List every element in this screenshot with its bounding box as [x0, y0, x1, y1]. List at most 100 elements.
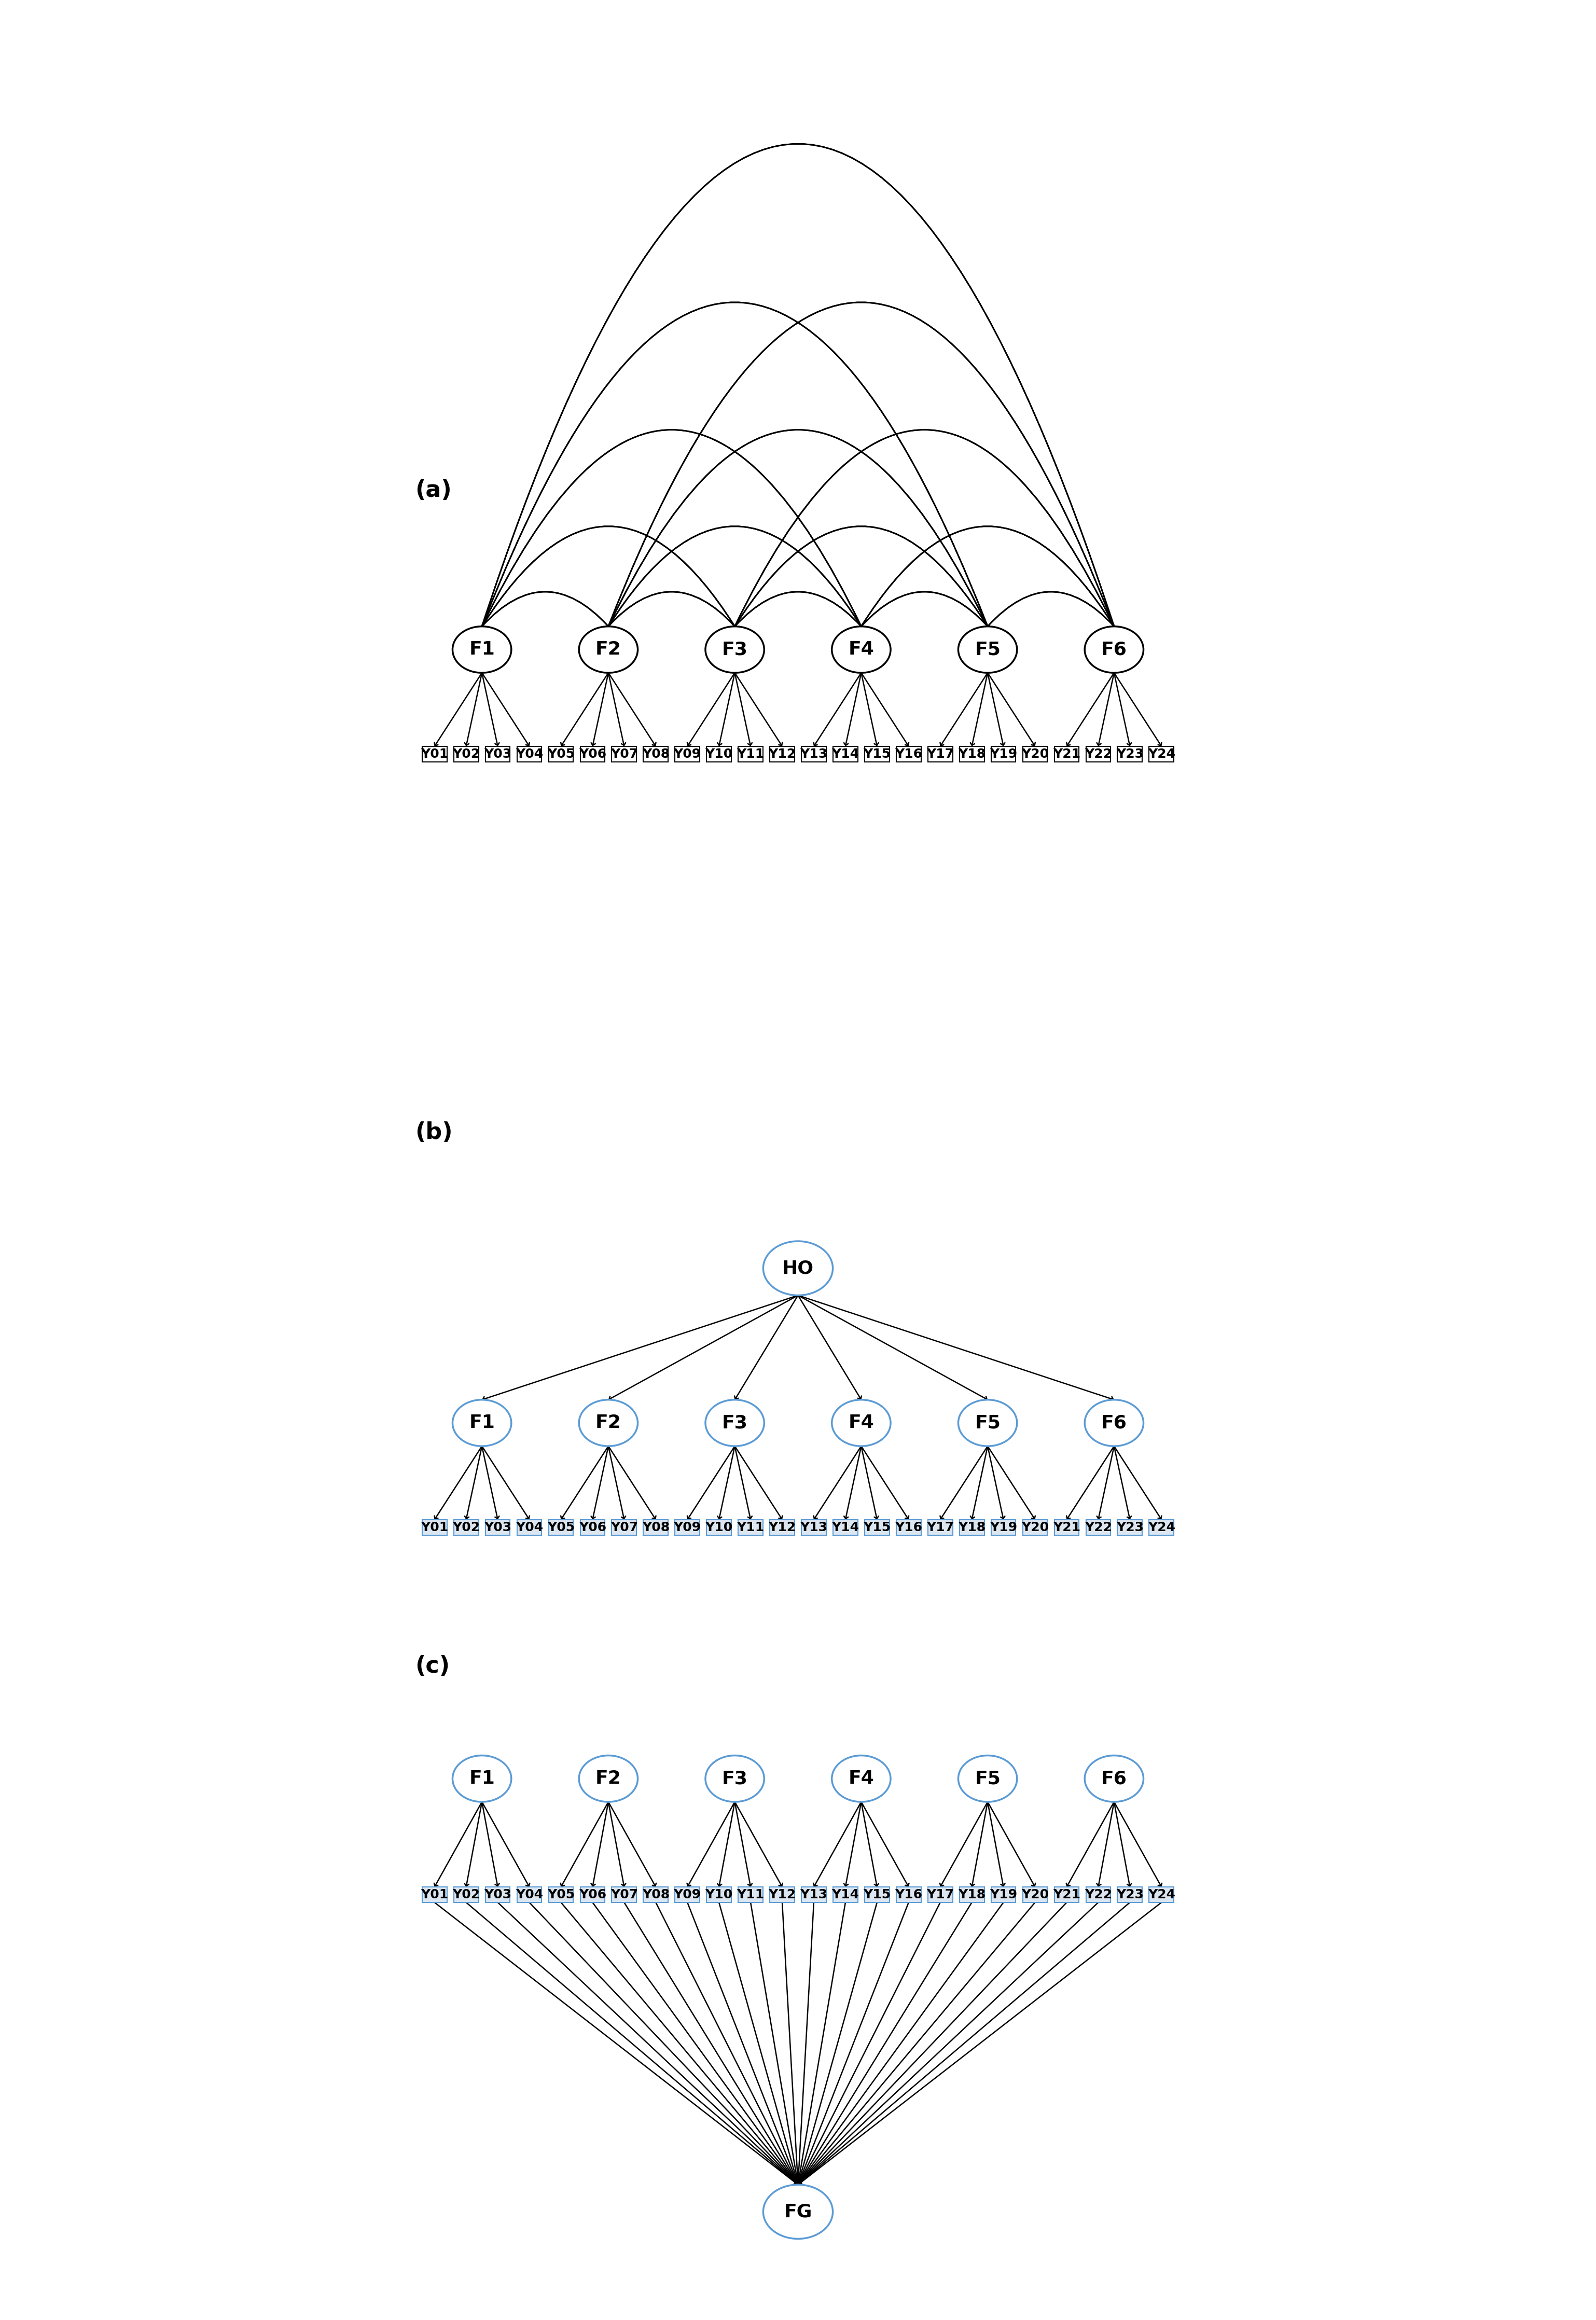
Text: Y06: Y06	[579, 747, 606, 761]
Text: Y20: Y20	[1021, 1888, 1049, 1900]
Text: HO: HO	[782, 1260, 814, 1276]
Text: Y11: Y11	[737, 1888, 764, 1900]
Ellipse shape	[579, 1399, 638, 1445]
Ellipse shape	[1085, 1756, 1143, 1803]
FancyBboxPatch shape	[675, 1886, 699, 1902]
Text: F1: F1	[469, 640, 495, 659]
Text: Y21: Y21	[1053, 1888, 1080, 1900]
Text: F5: F5	[975, 640, 1001, 659]
Text: Y24: Y24	[1148, 747, 1175, 761]
FancyArrowPatch shape	[608, 302, 1114, 626]
FancyBboxPatch shape	[549, 1886, 573, 1902]
Ellipse shape	[579, 626, 638, 673]
FancyBboxPatch shape	[1085, 1520, 1111, 1536]
FancyBboxPatch shape	[517, 1520, 541, 1536]
FancyBboxPatch shape	[739, 1520, 763, 1536]
Text: Y11: Y11	[737, 1522, 764, 1534]
Text: Y07: Y07	[610, 1888, 638, 1900]
Text: Y03: Y03	[484, 1888, 511, 1900]
Text: Y17: Y17	[926, 1522, 954, 1534]
FancyArrowPatch shape	[482, 527, 734, 626]
FancyBboxPatch shape	[517, 747, 541, 761]
Text: Y02: Y02	[452, 1888, 480, 1900]
Text: F3: F3	[721, 640, 747, 659]
FancyBboxPatch shape	[959, 1886, 985, 1902]
FancyBboxPatch shape	[927, 1520, 953, 1536]
FancyBboxPatch shape	[1023, 1886, 1047, 1902]
FancyBboxPatch shape	[643, 1520, 669, 1536]
FancyBboxPatch shape	[453, 1886, 479, 1902]
FancyBboxPatch shape	[833, 1520, 857, 1536]
Text: Y05: Y05	[547, 1888, 575, 1900]
FancyBboxPatch shape	[769, 1886, 795, 1902]
Text: F6: F6	[1101, 1415, 1127, 1431]
FancyBboxPatch shape	[517, 1886, 541, 1902]
FancyArrowPatch shape	[482, 144, 1114, 626]
FancyArrowPatch shape	[608, 527, 860, 626]
Text: F4: F4	[849, 1770, 875, 1786]
FancyBboxPatch shape	[801, 747, 827, 761]
FancyArrowPatch shape	[608, 527, 862, 626]
Text: Y05: Y05	[547, 1522, 575, 1534]
Text: Y14: Y14	[832, 1888, 859, 1900]
Text: Y23: Y23	[1116, 747, 1144, 761]
Text: Y04: Y04	[516, 1522, 543, 1534]
FancyBboxPatch shape	[675, 1520, 699, 1536]
Text: Y18: Y18	[958, 1888, 986, 1900]
Text: Y12: Y12	[768, 1522, 796, 1534]
FancyBboxPatch shape	[485, 747, 511, 761]
Text: Y19: Y19	[990, 1522, 1017, 1534]
FancyArrowPatch shape	[610, 592, 734, 626]
FancyBboxPatch shape	[769, 747, 795, 761]
FancyBboxPatch shape	[643, 747, 669, 761]
FancyBboxPatch shape	[1117, 747, 1143, 761]
Ellipse shape	[832, 1756, 891, 1803]
Text: Y15: Y15	[863, 1888, 891, 1900]
FancyArrowPatch shape	[482, 302, 988, 626]
FancyBboxPatch shape	[801, 1886, 827, 1902]
Text: Y04: Y04	[516, 747, 543, 761]
FancyBboxPatch shape	[1085, 747, 1111, 761]
FancyBboxPatch shape	[453, 747, 479, 761]
Text: F2: F2	[595, 640, 621, 659]
Text: Y21: Y21	[1053, 747, 1080, 761]
FancyBboxPatch shape	[1055, 747, 1079, 761]
FancyBboxPatch shape	[423, 747, 447, 761]
Text: Y19: Y19	[990, 1888, 1017, 1900]
FancyBboxPatch shape	[897, 1886, 921, 1902]
Ellipse shape	[1085, 626, 1143, 673]
FancyArrowPatch shape	[482, 429, 862, 626]
Ellipse shape	[763, 2185, 833, 2239]
FancyArrowPatch shape	[862, 592, 988, 626]
Text: Y02: Y02	[452, 1522, 480, 1534]
FancyBboxPatch shape	[423, 1520, 447, 1536]
Text: Y13: Y13	[800, 747, 828, 761]
FancyArrowPatch shape	[734, 592, 860, 626]
Text: F6: F6	[1101, 1770, 1127, 1786]
FancyBboxPatch shape	[991, 747, 1015, 761]
Text: F2: F2	[595, 1770, 621, 1786]
FancyBboxPatch shape	[1055, 1520, 1079, 1536]
Text: Y11: Y11	[737, 747, 764, 761]
Text: (c): (c)	[415, 1654, 450, 1677]
FancyBboxPatch shape	[927, 747, 953, 761]
Text: Y17: Y17	[926, 1888, 954, 1900]
FancyBboxPatch shape	[611, 1520, 637, 1536]
Text: Y18: Y18	[958, 747, 986, 761]
Text: Y08: Y08	[642, 1522, 670, 1534]
FancyBboxPatch shape	[549, 1520, 573, 1536]
Text: F1: F1	[469, 1415, 495, 1431]
Text: (a): (a)	[415, 480, 452, 501]
FancyBboxPatch shape	[1023, 747, 1047, 761]
Text: Y10: Y10	[705, 747, 733, 761]
Text: Y24: Y24	[1148, 1888, 1175, 1900]
Text: F4: F4	[849, 640, 875, 659]
FancyBboxPatch shape	[485, 1886, 511, 1902]
Ellipse shape	[958, 626, 1017, 673]
Text: F4: F4	[849, 1415, 875, 1431]
Text: Y13: Y13	[800, 1888, 828, 1900]
Text: Y10: Y10	[705, 1888, 733, 1900]
FancyBboxPatch shape	[927, 1886, 953, 1902]
FancyBboxPatch shape	[1023, 1520, 1047, 1536]
FancyArrowPatch shape	[608, 429, 988, 626]
